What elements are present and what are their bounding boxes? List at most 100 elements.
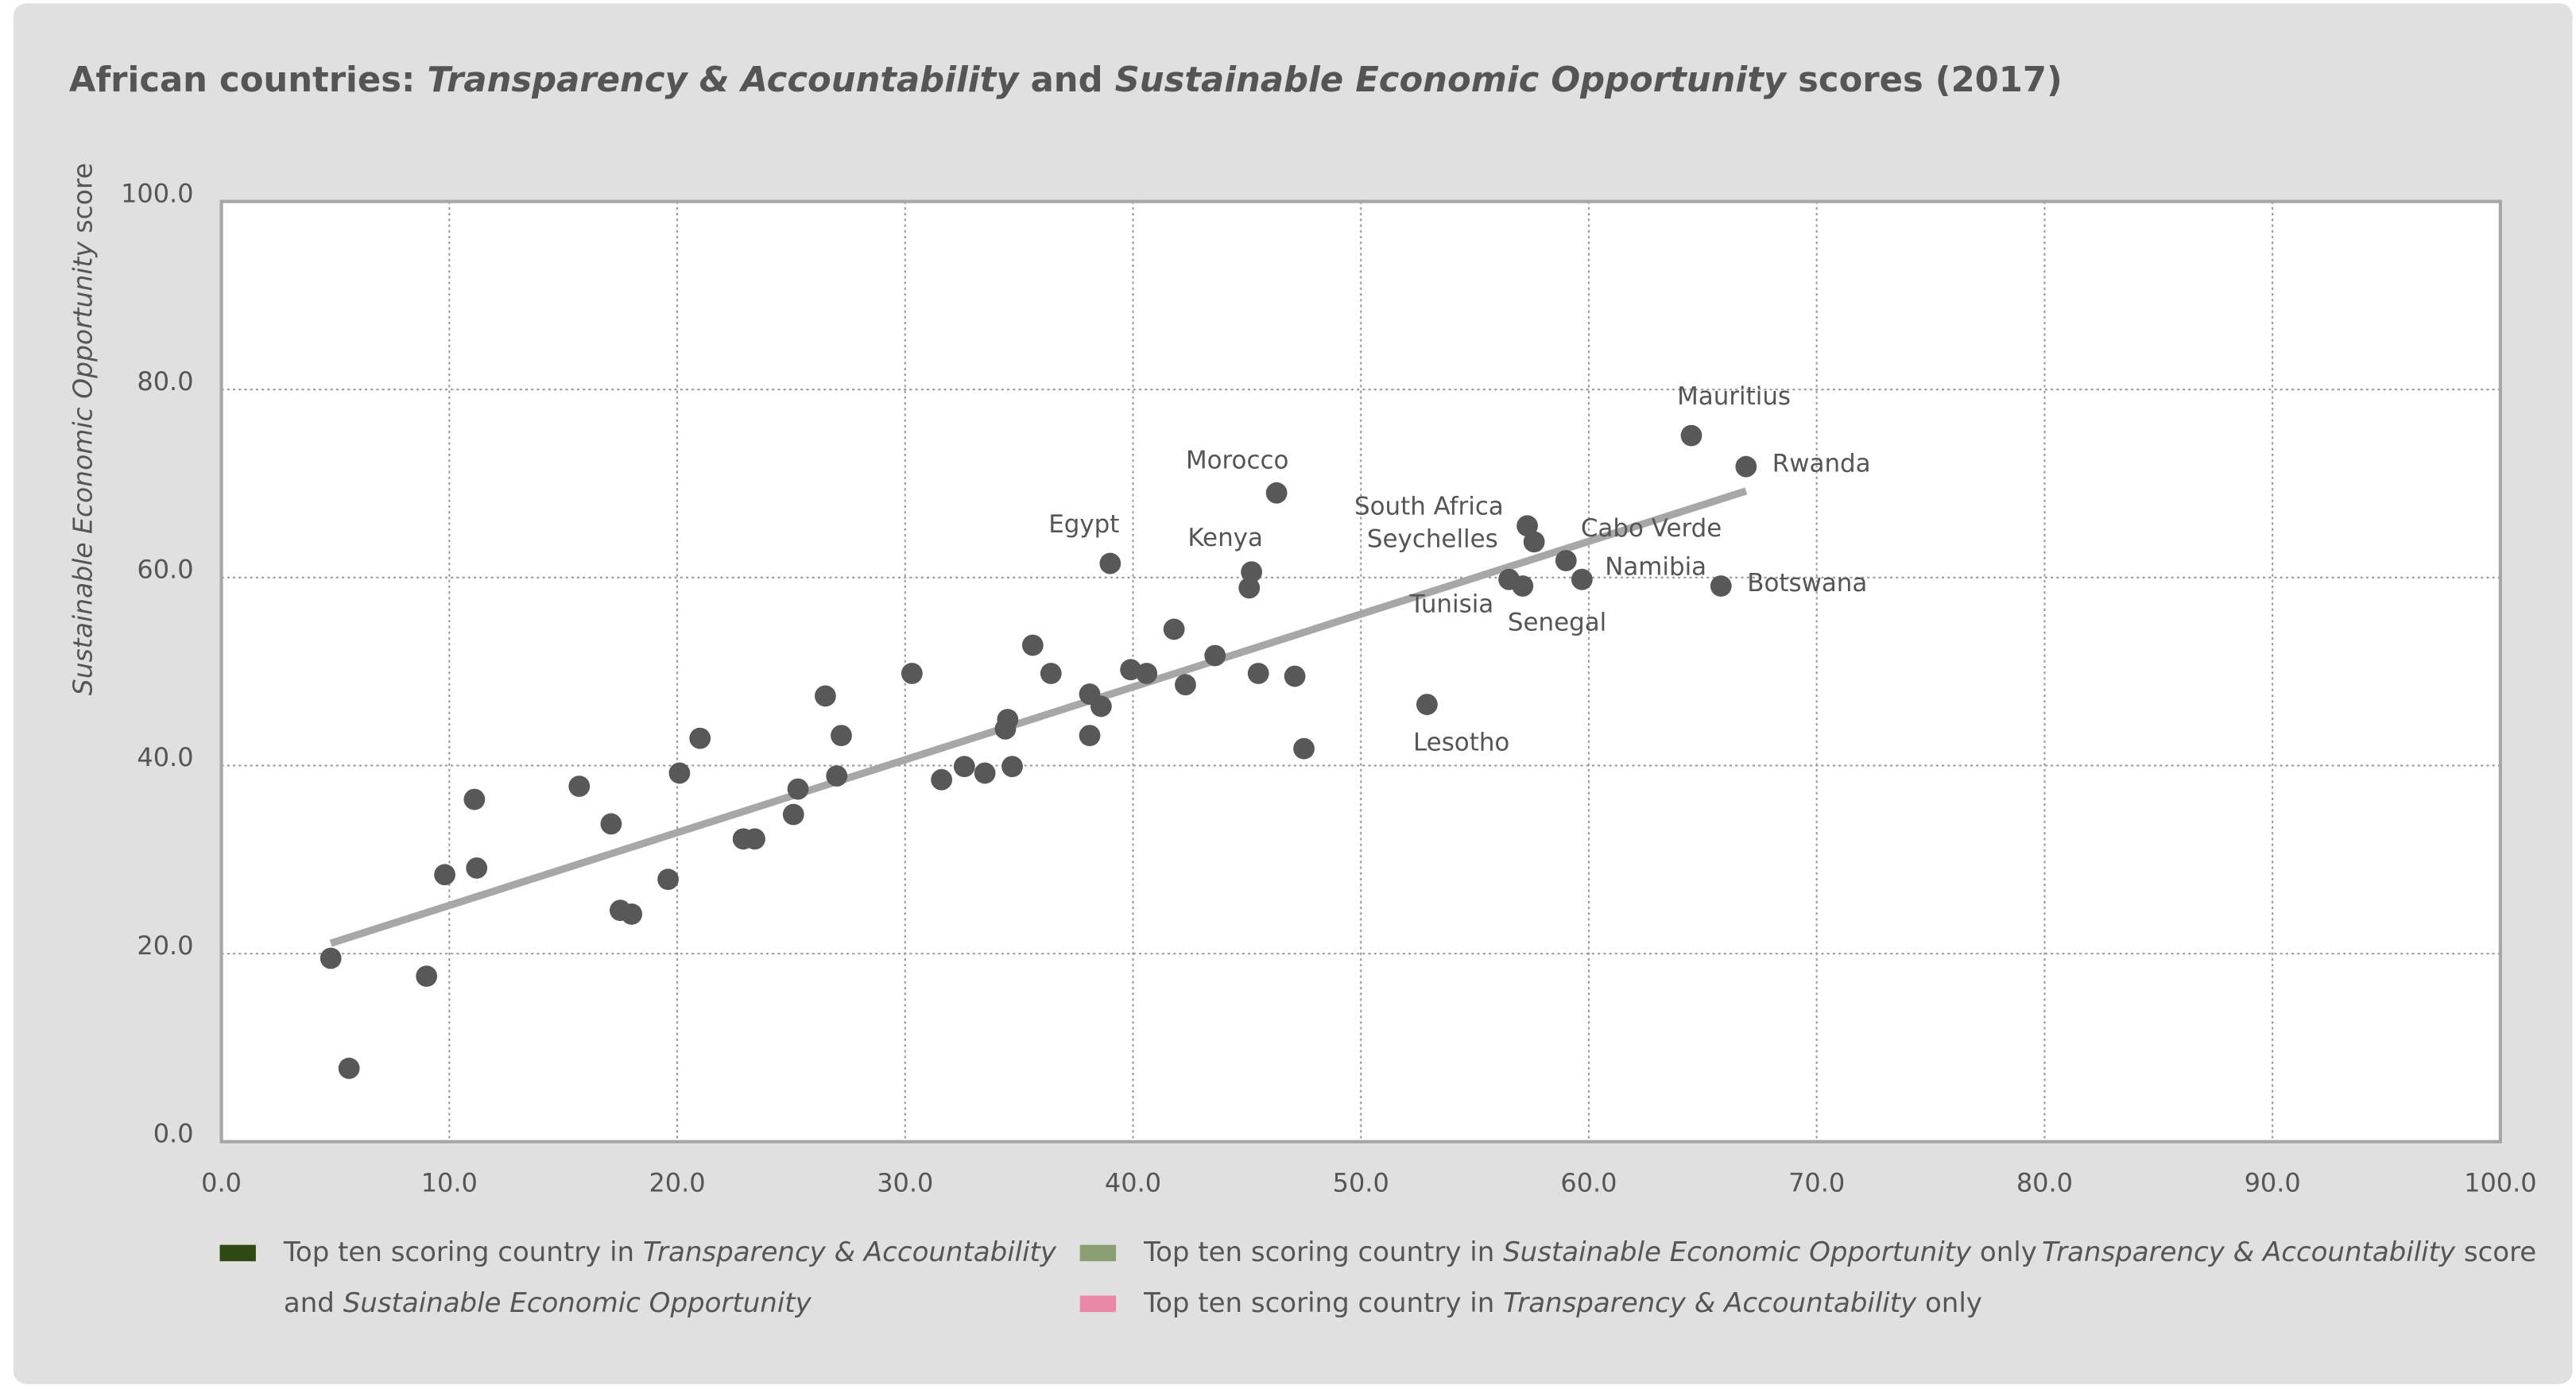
point xyxy=(1079,725,1101,746)
chart-title-part: Sustainable Economic Opportunity xyxy=(1115,60,1788,100)
point-label: Cabo Verde xyxy=(1581,514,1722,543)
y-tick-label: 60.0 xyxy=(137,555,193,585)
x-tick-label: 60.0 xyxy=(1560,1167,1617,1197)
point-label: Senegal xyxy=(1508,608,1606,636)
point xyxy=(1204,644,1226,667)
point xyxy=(1735,455,1757,478)
point xyxy=(1247,663,1269,684)
point xyxy=(689,727,711,749)
point xyxy=(1136,663,1158,684)
chart-title-part: scores (2017) xyxy=(1786,60,2063,100)
legend-label: Top ten scoring country in Sustainable E… xyxy=(1143,1236,2037,1267)
point xyxy=(568,776,591,797)
point xyxy=(1416,694,1438,715)
point xyxy=(668,762,691,784)
chart-title-part: African countries: xyxy=(69,60,427,100)
point-label: Namibia xyxy=(1605,552,1706,581)
legend-swatch xyxy=(1079,1244,1117,1262)
point xyxy=(782,803,804,826)
point xyxy=(657,869,679,891)
y-tick-label: 0.0 xyxy=(153,1118,194,1148)
point xyxy=(338,1058,360,1079)
trend-line xyxy=(329,487,1748,947)
point xyxy=(434,864,455,886)
point xyxy=(831,725,852,746)
legend-label: Top ten scoring country in Transparency … xyxy=(283,1236,1057,1267)
point xyxy=(744,828,765,850)
legend-label-part: only xyxy=(1916,1286,1982,1318)
legend-label-part: Sustainable Economic Opportunity xyxy=(1503,1236,1972,1267)
x-tick-label: 90.0 xyxy=(2245,1167,2301,1197)
point xyxy=(1555,550,1577,571)
point xyxy=(1265,482,1288,504)
legend-label: Top ten scoring country in Transparency … xyxy=(1143,1286,1982,1318)
point xyxy=(466,857,488,879)
point xyxy=(1517,515,1538,537)
x-axis-label-part: score xyxy=(2455,1236,2536,1267)
point xyxy=(953,756,975,778)
point xyxy=(1710,575,1732,597)
y-tick-label: 40.0 xyxy=(137,742,193,772)
legend-label-part: Sustainable Economic Opportunity xyxy=(343,1286,812,1318)
chart-title-part: and xyxy=(1019,60,1115,100)
chart-title: African countries: Transparency & Accoun… xyxy=(69,60,2063,100)
legend-label-part: Transparency & Accountability xyxy=(643,1236,1057,1267)
x-tick-label: 40.0 xyxy=(1105,1167,1161,1197)
x-tick-label: 0.0 xyxy=(201,1167,242,1197)
legend-label-part: Transparency & Accountability xyxy=(1503,1286,1917,1318)
legend-label-part: and xyxy=(284,1286,343,1318)
x-tick-label: 50.0 xyxy=(1333,1167,1389,1197)
y-tick-label: 80.0 xyxy=(137,366,193,397)
point-label: Rwanda xyxy=(1772,450,1871,478)
x-tick-label: 70.0 xyxy=(1788,1167,1845,1197)
point-label: Lesotho xyxy=(1413,729,1509,757)
point xyxy=(1021,634,1044,656)
y-axis-label-part: Sustainable Economic Opportunity xyxy=(67,242,98,696)
x-tick-label: 10.0 xyxy=(421,1167,478,1197)
legend-label: and Sustainable Economic Opportunity xyxy=(284,1286,812,1318)
point xyxy=(1001,756,1023,778)
x-tick-label: 20.0 xyxy=(649,1167,705,1197)
point xyxy=(1284,665,1306,687)
point xyxy=(1523,531,1545,553)
point xyxy=(1512,575,1534,597)
point xyxy=(1293,737,1315,760)
point-label: South Africa xyxy=(1354,493,1504,521)
point-label: Botswana xyxy=(1747,569,1867,598)
y-axis-label: Sustainable Economic Opportunity score xyxy=(67,163,98,695)
point xyxy=(974,762,996,784)
x-axis-label: Transparency & Accountability score xyxy=(2042,1236,2536,1267)
point xyxy=(815,685,836,707)
point-label: Egypt xyxy=(1048,510,1119,539)
legend-swatch xyxy=(1079,1295,1117,1313)
point xyxy=(416,965,438,987)
point xyxy=(1090,695,1112,718)
point xyxy=(621,903,643,925)
point xyxy=(826,765,848,787)
point xyxy=(1163,618,1185,640)
point xyxy=(463,788,486,811)
point xyxy=(1175,674,1196,696)
point xyxy=(901,663,923,684)
y-axis-label-part: score xyxy=(67,163,98,242)
point-label: Morocco xyxy=(1186,447,1288,475)
legend-label-part: Top ten scoring country in xyxy=(283,1236,643,1267)
point-label: Kenya xyxy=(1187,524,1263,552)
legend-label-part: Top ten scoring country in xyxy=(1143,1286,1503,1318)
x-axis-label-part: Transparency & Accountability xyxy=(2042,1236,2456,1267)
point-label: Seychelles xyxy=(1367,524,1498,553)
point xyxy=(320,947,342,969)
y-tick-label: 20.0 xyxy=(137,931,193,961)
x-tick-label: 30.0 xyxy=(877,1167,933,1197)
point-label: Tunisia xyxy=(1409,590,1494,619)
point-label: Mauritius xyxy=(1677,382,1791,411)
point xyxy=(1571,568,1593,590)
legend-swatch xyxy=(219,1244,256,1262)
x-tick-label: 80.0 xyxy=(2016,1167,2073,1197)
point xyxy=(787,778,809,800)
y-tick-label: 100.0 xyxy=(121,178,193,208)
point xyxy=(1099,552,1121,575)
point xyxy=(1680,424,1702,447)
legend-label-part: only xyxy=(1971,1236,2037,1267)
